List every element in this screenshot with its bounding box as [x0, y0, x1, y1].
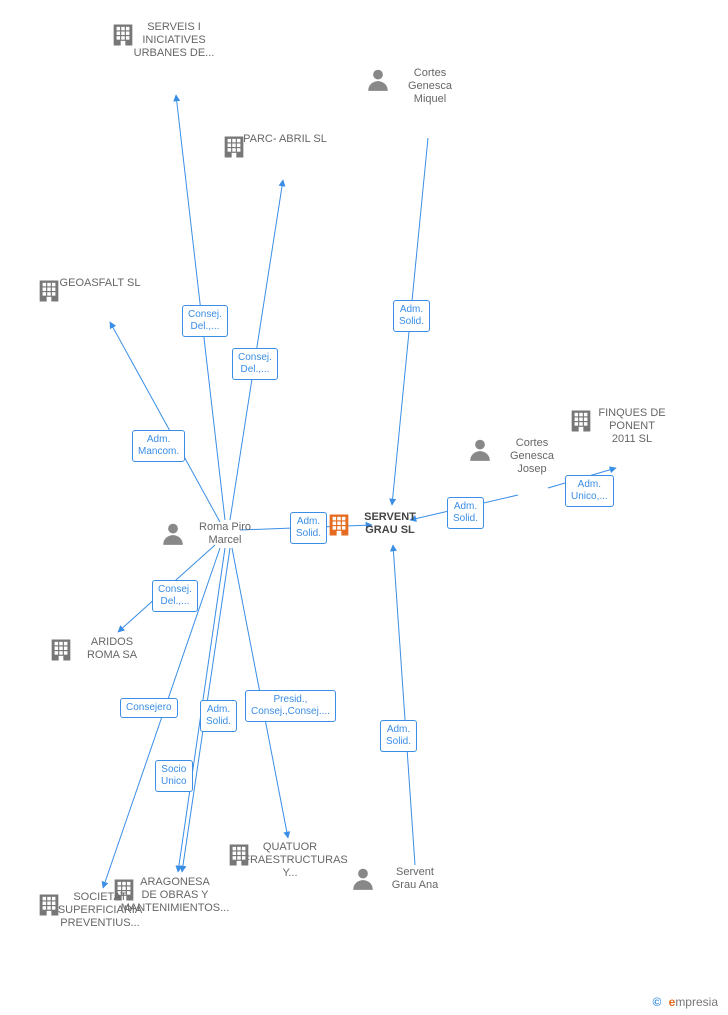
- node-serveis[interactable]: SERVEIS IINICIATIVESURBANES DE...: [109, 21, 239, 61]
- edge-label: Adm. Solid.: [290, 512, 327, 544]
- node-cortes_m[interactable]: CortesGenescaMiquel: [365, 67, 495, 107]
- person-icon: [350, 866, 376, 892]
- edge-line: [393, 545, 415, 865]
- node-cortes_j[interactable]: CortesGenescaJosep: [467, 437, 597, 477]
- edge-label: Adm. Solid.: [380, 720, 417, 752]
- node-geo[interactable]: GEOASFALT SL: [35, 277, 165, 290]
- edge-label: Consejero: [120, 698, 178, 718]
- building-icon: [567, 407, 595, 435]
- edge-label: Adm. Unico,...: [565, 475, 614, 507]
- building-icon: [220, 133, 248, 161]
- edge-label: Socio Unico: [155, 760, 193, 792]
- edge-line: [110, 322, 220, 522]
- building-icon: [109, 21, 137, 49]
- edge-label: Consej. Del.,...: [182, 305, 228, 337]
- building-icon: [47, 636, 75, 664]
- building-icon: [35, 891, 63, 919]
- node-quatuor[interactable]: QUATUORINFRAESTRUCTURASY...: [225, 841, 355, 881]
- edge-label: Adm. Mancom.: [132, 430, 185, 462]
- node-servent_a[interactable]: ServentGrau Ana: [350, 866, 480, 892]
- building-icon: [225, 841, 253, 869]
- node-roma[interactable]: Roma PiroMarcel: [160, 521, 290, 547]
- footer: © empresia: [652, 995, 718, 1009]
- node-central[interactable]: SERVENTGRAU SL: [325, 511, 455, 537]
- building-icon: [325, 511, 353, 539]
- node-aridos[interactable]: ARIDOSROMA SA: [47, 636, 177, 662]
- node-parc[interactable]: PARC- ABRIL SL: [220, 133, 350, 146]
- edges-svg: [0, 0, 728, 1015]
- edge-label: Presid., Consej.,Consej....: [245, 690, 336, 722]
- node-societat[interactable]: SOCIETATSUPERFICIARIAPREVENTIUS...: [35, 891, 165, 931]
- building-icon: [35, 277, 63, 305]
- edge-label: Consej. Del.,...: [152, 580, 198, 612]
- copyright-symbol: ©: [652, 995, 661, 1009]
- edge-label: Adm. Solid.: [393, 300, 430, 332]
- edge-label: Adm. Solid.: [447, 497, 484, 529]
- person-icon: [160, 521, 186, 547]
- person-icon: [467, 437, 493, 463]
- person-icon: [365, 67, 391, 93]
- edge-label: Consej. Del.,...: [232, 348, 278, 380]
- brand-rest: mpresia: [675, 995, 718, 1009]
- edge-label: Adm. Solid.: [200, 700, 237, 732]
